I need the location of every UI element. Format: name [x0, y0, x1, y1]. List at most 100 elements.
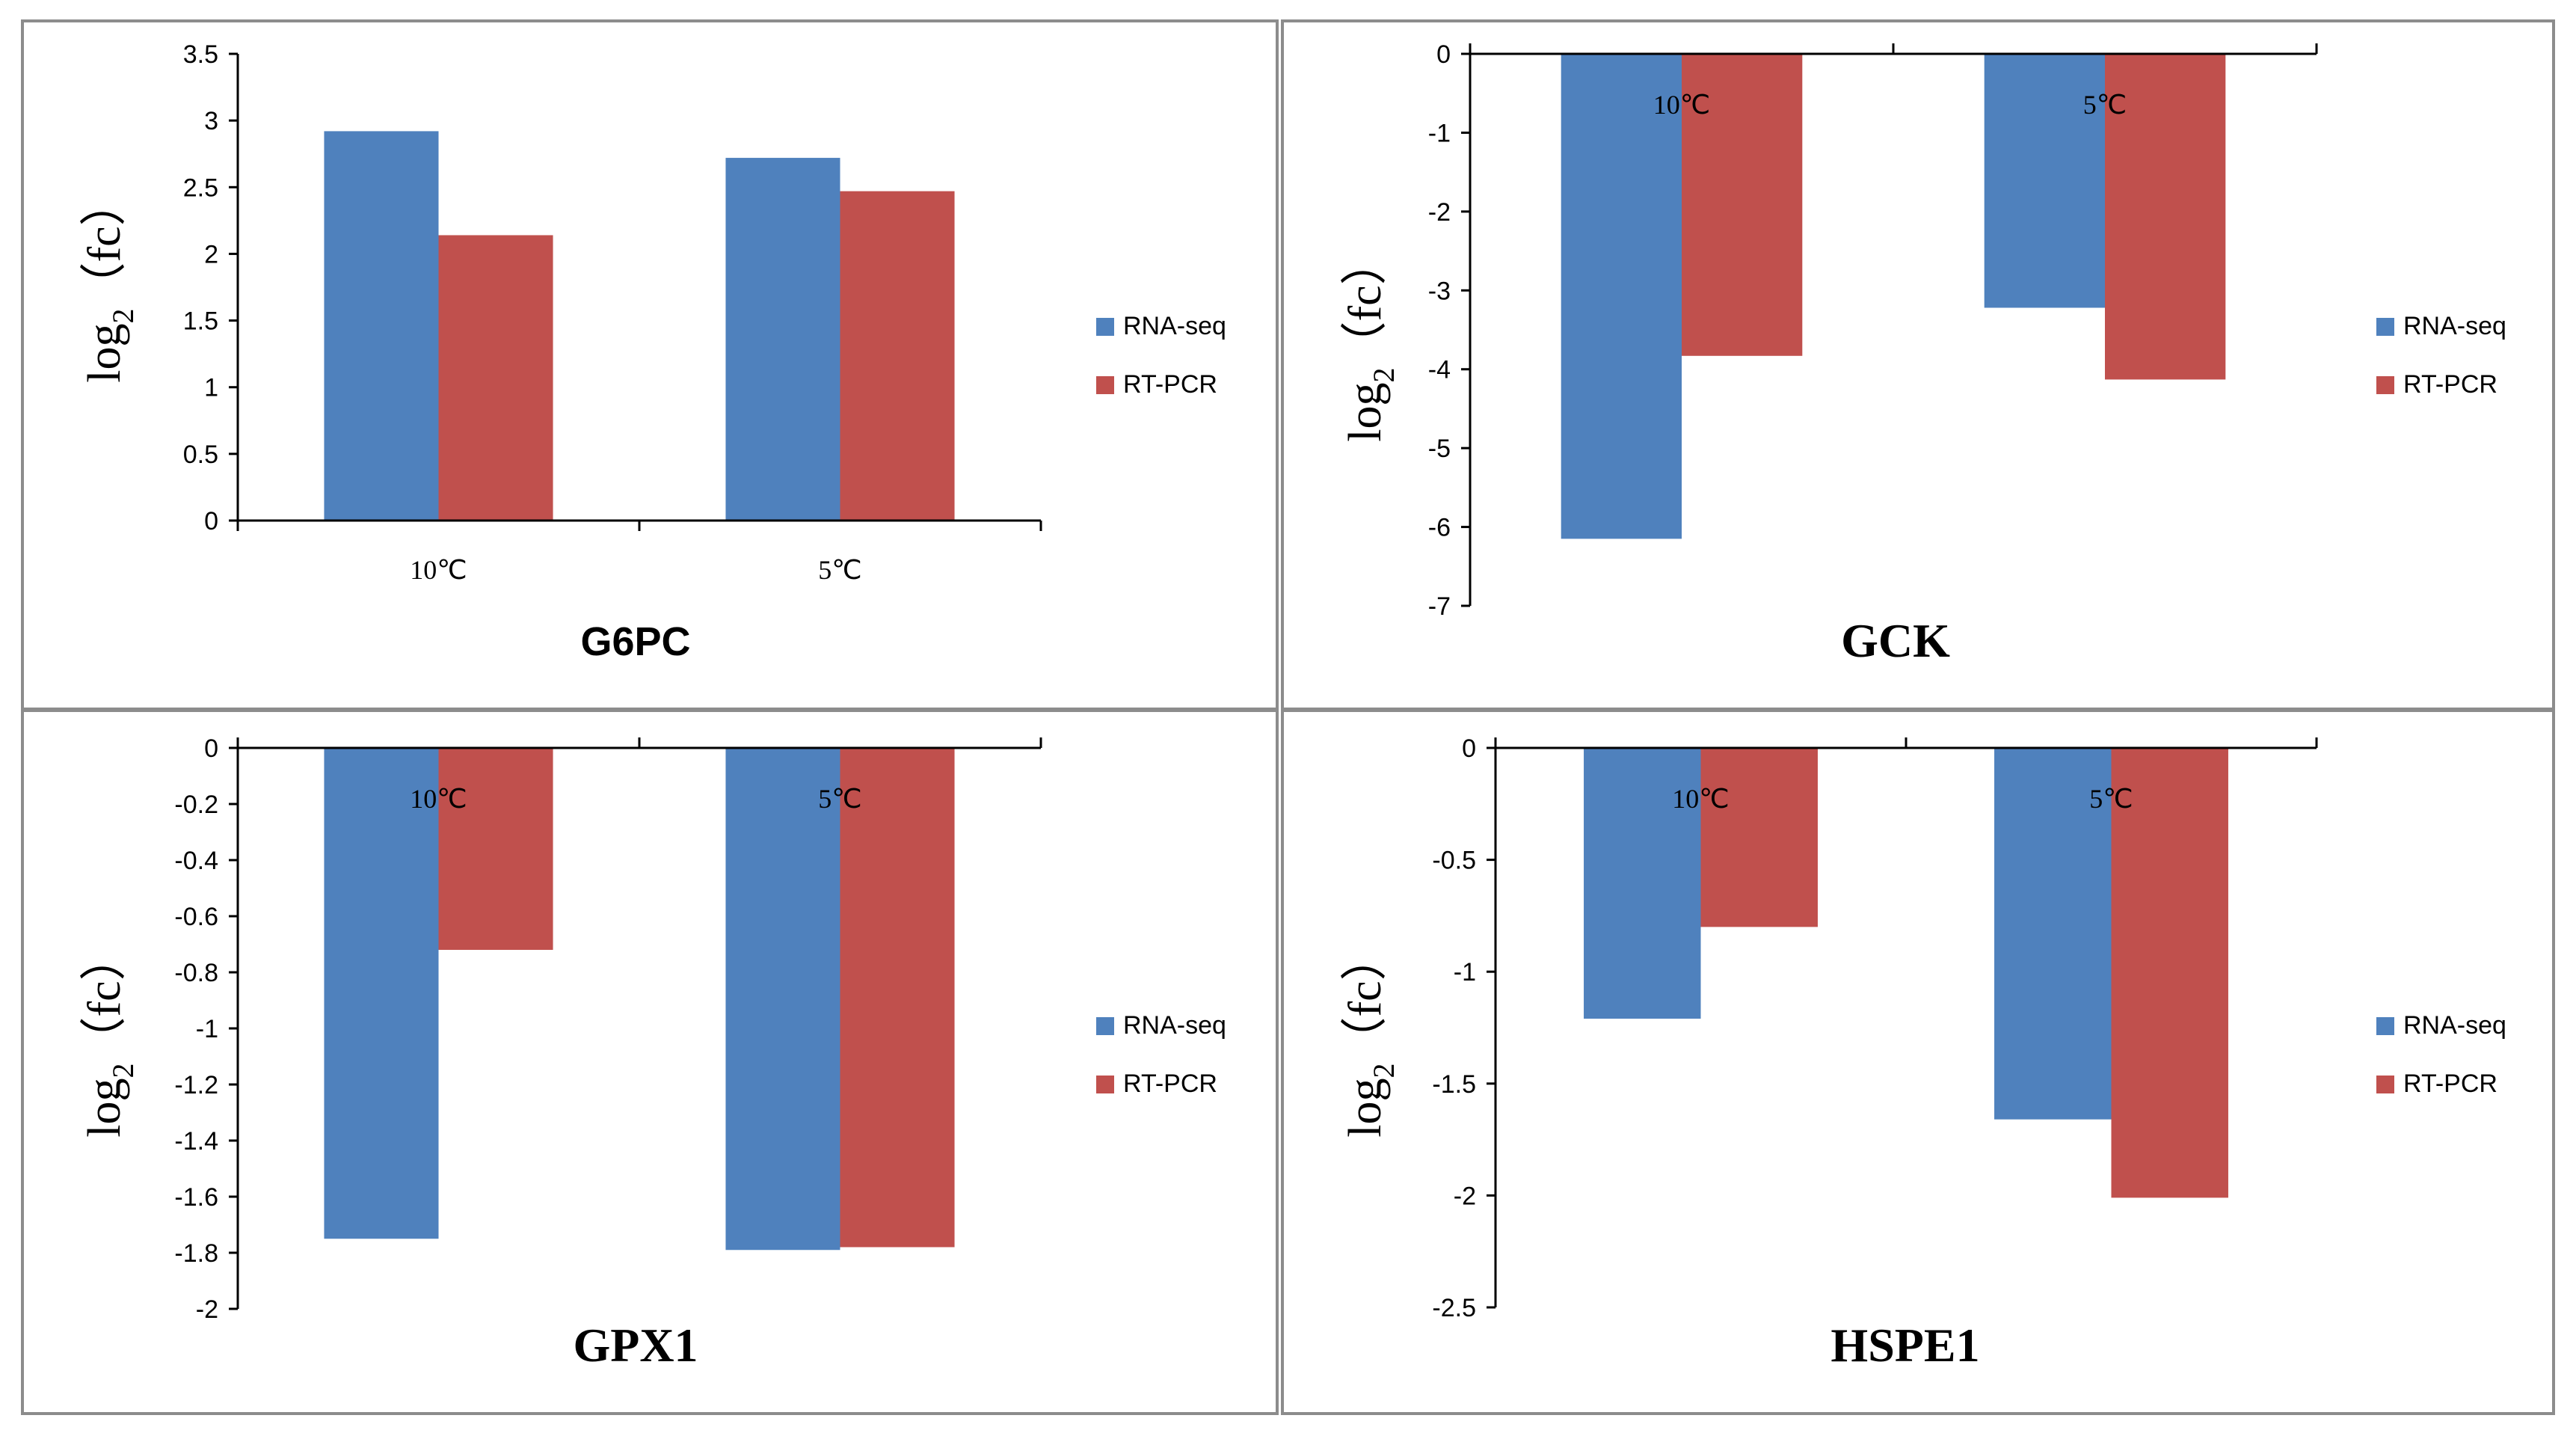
chart-panel-gpx1: 0 -0.2 -0.4 -0.6 -0.8 -1 -1.2 -1.4 -1.6 -1.8 -2 10℃… [21, 709, 1279, 1415]
legend-label-rt-pcr: RT-PCR [2403, 370, 2497, 399]
bar-rna-seq-10c [1561, 54, 1682, 539]
y-tick-label: -1.6 [174, 1183, 218, 1212]
y-axis-label-subscript: 2 [1367, 367, 1401, 382]
bar-rt-pcr-10c [438, 748, 553, 950]
y-tick-label: -3 [1428, 277, 1451, 305]
y-tick-label: 0 [1436, 40, 1451, 69]
y-axis-label-subscript: 2 [1367, 1063, 1401, 1078]
category-label: 10℃ [410, 555, 467, 585]
y-axis-label-main: log [1340, 382, 1391, 441]
y-tick-label: -1.8 [174, 1239, 218, 1268]
y-axis-label: log2（fc） [1340, 239, 1401, 441]
bar-rt-pcr-5c [840, 748, 955, 1248]
chart-title: HSPE1 [1830, 1319, 1979, 1372]
chart-title: GPX1 [573, 1319, 698, 1372]
bar-rna-seq-10c [324, 131, 439, 521]
panel-frame [1281, 709, 2555, 1415]
y-tick-label: -1 [1454, 958, 1476, 987]
panel-frame [21, 709, 1279, 1415]
y-tick-label: 1 [204, 374, 218, 402]
y-axis-label-suffix: （fc） [1340, 934, 1391, 1063]
category-label: 10℃ [410, 784, 467, 814]
legend-swatch-rna-seq [2376, 1017, 2394, 1035]
legend-label-rt-pcr: RT-PCR [1123, 370, 1217, 399]
y-tick-label: -2 [196, 1295, 218, 1324]
y-tick-label: 0.5 [183, 441, 218, 469]
y-tick-label: -5 [1428, 435, 1451, 463]
legend-swatch-rt-pcr [1096, 1076, 1114, 1093]
bar-rt-pcr-5c [840, 191, 955, 521]
y-tick-label: -0.8 [174, 959, 218, 987]
y-tick-label: -1.2 [174, 1071, 218, 1099]
bar-rt-pcr-10c [1682, 54, 1803, 356]
bar-rt-pcr-5c [2105, 54, 2226, 380]
legend-swatch-rna-seq [1096, 318, 1114, 336]
y-tick-label: -2.5 [1432, 1294, 1476, 1322]
chart-title: GCK [1841, 614, 1950, 667]
y-tick-label: -1.4 [174, 1127, 218, 1156]
y-axis-label: log2（fc） [79, 934, 140, 1137]
bar-rt-pcr-10c [1700, 748, 1818, 927]
y-axis-label: log2（fc） [1340, 934, 1401, 1137]
bar-rt-pcr-5c [2111, 748, 2228, 1198]
y-tick-label: 2.5 [183, 174, 218, 202]
panel-frame [1281, 19, 2555, 711]
bar-rna-seq-10c [324, 748, 439, 1239]
bar-rt-pcr-10c [438, 235, 553, 521]
y-tick-label: 3.5 [183, 40, 218, 69]
chart-title: G6PC [580, 619, 690, 664]
y-tick-label: -1 [1428, 119, 1451, 147]
bar-rna-seq-5c [725, 158, 840, 521]
category-label: 10℃ [1672, 784, 1729, 814]
y-tick-label: -2 [1454, 1182, 1476, 1210]
chart-panel-gck: 0 -1 -2 -3 -4 -5 -6 -7 10℃ 5℃ log2（fc） RNA-seq RT-PC… [1281, 19, 2555, 711]
y-tick-label: -1.5 [1432, 1070, 1476, 1099]
legend-label-rna-seq: RNA-seq [2403, 312, 2506, 340]
y-tick-label: 0 [204, 734, 218, 763]
y-axis-label-subscript: 2 [106, 1063, 140, 1078]
y-axis-label-suffix: （fc） [1340, 239, 1391, 367]
category-label: 5℃ [818, 555, 861, 585]
category-label: 5℃ [818, 784, 861, 814]
y-axis-label-suffix: （fc） [79, 934, 130, 1063]
category-label: 5℃ [2083, 90, 2127, 120]
y-tick-label: -0.6 [174, 903, 218, 931]
bar-rna-seq-5c [725, 748, 840, 1251]
legend-label-rna-seq: RNA-seq [1123, 312, 1226, 340]
y-tick-label: 1.5 [183, 307, 218, 336]
y-tick-label: -1 [196, 1015, 218, 1043]
y-tick-label: 3 [204, 107, 218, 135]
y-tick-label: -4 [1428, 356, 1451, 384]
y-tick-label: 2 [204, 240, 218, 269]
y-axis-label-main: log [79, 323, 130, 382]
legend-swatch-rt-pcr [2376, 1076, 2394, 1093]
bar-rna-seq-5c [1984, 54, 2105, 308]
y-axis-label-subscript: 2 [106, 308, 140, 323]
legend-swatch-rna-seq [2376, 318, 2394, 336]
legend-swatch-rt-pcr [1096, 376, 1114, 394]
bar-rna-seq-10c [1584, 748, 1701, 1019]
y-tick-label: -7 [1428, 592, 1451, 621]
y-tick-label: -6 [1428, 514, 1451, 542]
legend-label-rna-seq: RNA-seq [1123, 1011, 1226, 1040]
y-axis-label: log2（fc） [79, 180, 140, 382]
legend-label-rt-pcr: RT-PCR [2403, 1070, 2497, 1098]
y-tick-label: 0 [204, 507, 218, 536]
y-tick-label: -0.5 [1432, 847, 1476, 875]
y-tick-label: -0.4 [174, 847, 218, 875]
category-label: 5℃ [2089, 784, 2133, 814]
category-label: 10℃ [1653, 90, 1710, 120]
y-tick-label: 0 [1462, 734, 1476, 763]
chart-panel-hspe1: 0 -0.5 -1 -1.5 -2 -2.5 10℃ 5℃ log2（fc） RNA-seq RT-… [1281, 709, 2555, 1415]
y-tick-label: -2 [1428, 198, 1451, 227]
y-axis-label-main: log [79, 1078, 130, 1137]
y-tick-label: -0.2 [174, 791, 218, 819]
legend-label-rt-pcr: RT-PCR [1123, 1070, 1217, 1098]
legend-swatch-rna-seq [1096, 1017, 1114, 1035]
y-axis-label-main: log [1340, 1078, 1391, 1137]
legend-swatch-rt-pcr [2376, 376, 2394, 394]
y-axis-label-suffix: （fc） [79, 180, 130, 308]
bar-rna-seq-5c [1994, 748, 2112, 1120]
